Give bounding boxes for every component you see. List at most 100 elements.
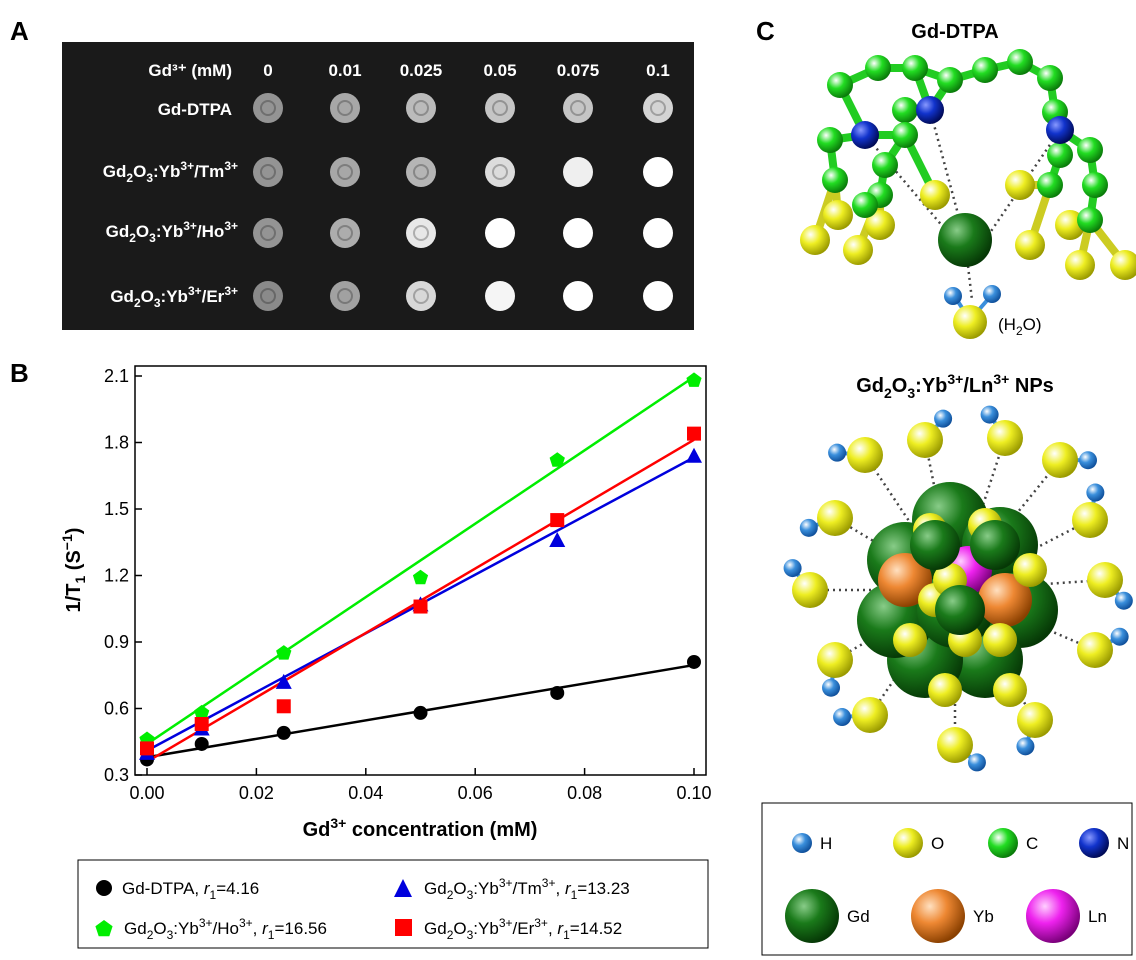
mri-spot xyxy=(643,93,673,123)
atom-o xyxy=(1017,702,1053,738)
mri-spot xyxy=(485,281,515,311)
mri-spot-inner xyxy=(492,164,508,180)
mri-spot xyxy=(485,218,515,248)
atom-o xyxy=(792,572,828,608)
panel-label-a: A xyxy=(10,16,29,46)
atom-o xyxy=(1015,230,1045,260)
mri-spot xyxy=(253,218,283,248)
mri-spot xyxy=(485,157,515,187)
data-point xyxy=(412,569,429,585)
legend-label-er: Gd2O3:Yb3+/Er3+, r1=14.52 xyxy=(424,916,622,942)
atom-o xyxy=(937,727,973,763)
mri-concentration-label: 0 xyxy=(263,61,272,80)
atom-n xyxy=(1079,828,1109,858)
mri-spot xyxy=(406,157,436,187)
legend-label-tm: Gd2O3:Yb3+/Tm3+, r1=13.23 xyxy=(424,876,630,902)
dtpa-title: Gd-DTPA xyxy=(911,21,998,43)
data-point xyxy=(276,645,292,660)
atom-h xyxy=(822,678,841,697)
atom-c xyxy=(1077,137,1103,163)
atom-c xyxy=(827,72,853,98)
mri-spot xyxy=(330,218,360,248)
legend-marker-tm xyxy=(394,879,412,897)
mri-spot-inner xyxy=(413,288,429,304)
atom-c xyxy=(852,192,878,218)
atom-o xyxy=(843,235,873,265)
mri-spot xyxy=(563,157,593,187)
mri-spot xyxy=(253,157,283,187)
element-legend-label: Yb xyxy=(973,907,994,926)
data-point xyxy=(687,654,701,669)
mri-spot xyxy=(563,281,593,311)
y-tick-label: 0.9 xyxy=(104,632,129,652)
mri-spot-inner xyxy=(337,225,353,241)
atom-c xyxy=(1077,207,1103,233)
mri-spot xyxy=(563,218,593,248)
atom-o xyxy=(847,437,883,473)
chart-legend: Gd-DTPA, r1=4.16 Gd2O3:Yb3+/Tm3+, r1=13.… xyxy=(77,859,709,949)
panel-label-b: B xyxy=(10,358,29,388)
y-tick-label: 0.3 xyxy=(104,765,129,785)
atom-c xyxy=(892,122,918,148)
np-title: Gd2O3:Yb3+/Ln3+ NPs xyxy=(856,371,1054,401)
atom-c xyxy=(1037,172,1063,198)
y-tick-label: 0.6 xyxy=(104,699,129,719)
x-tick-label: 0.04 xyxy=(348,783,383,803)
atom-c xyxy=(972,57,998,83)
data-point xyxy=(276,699,291,714)
y-tick-label: 2.1 xyxy=(104,366,129,386)
data-point xyxy=(550,685,565,700)
mri-spot xyxy=(253,281,283,311)
atom-h xyxy=(944,287,962,305)
atom-o xyxy=(800,225,830,255)
atom-gd xyxy=(785,889,839,943)
mri-row-label-tm: Gd2O3:Yb3+/Tm3+ xyxy=(103,159,238,185)
data-points xyxy=(139,372,702,767)
mri-spot-inner xyxy=(260,225,276,241)
mri-spot xyxy=(253,93,283,123)
mri-row-label-ho: Gd2O3:Yb3+/Ho3+ xyxy=(106,219,238,245)
atom-o xyxy=(928,673,962,707)
atom-h xyxy=(1078,451,1097,470)
element-legend-label: H xyxy=(820,834,832,853)
data-point xyxy=(194,717,209,732)
data-point xyxy=(550,513,565,528)
data-point xyxy=(687,426,701,441)
atom-o xyxy=(907,422,943,458)
mri-concentration-label: 0.075 xyxy=(557,61,600,80)
element-legend: H O C N Gd Yb Ln xyxy=(761,802,1133,956)
x-axis-ticks: 0.00 0.02 0.04 0.06 0.08 0.10 xyxy=(129,768,712,803)
atom-h xyxy=(934,409,953,428)
water-label: (H2O) xyxy=(998,315,1042,338)
data-point xyxy=(413,599,428,614)
y-tick-label: 1.8 xyxy=(104,433,129,453)
coordination-bond xyxy=(864,134,951,236)
mri-spot xyxy=(485,93,515,123)
mri-spot-inner xyxy=(570,100,586,116)
atom-o xyxy=(1087,562,1123,598)
mri-concentration-label: 0.05 xyxy=(483,61,516,80)
chart-legend-box xyxy=(77,859,709,949)
atom-h xyxy=(1114,591,1133,610)
legend-label-gd-dtpa: Gd-DTPA, r1=4.16 xyxy=(122,879,259,902)
mri-concentration-label: 0.025 xyxy=(400,61,443,80)
data-point xyxy=(686,372,702,387)
y-tick-label: 1.2 xyxy=(104,566,129,586)
atom-h xyxy=(792,833,812,853)
legend-marker-er xyxy=(395,919,412,936)
atom-o xyxy=(983,623,1017,657)
atom-c xyxy=(988,828,1018,858)
y-axis-ticks: 0.3 0.6 0.9 1.2 1.5 1.8 2.1 xyxy=(104,366,142,785)
x-tick-label: 0.02 xyxy=(239,783,274,803)
mri-spot xyxy=(406,218,436,248)
data-point xyxy=(549,532,566,548)
mri-spot-inner xyxy=(650,100,666,116)
element-legend-items: H O C N Gd Yb Ln xyxy=(785,828,1129,943)
atom-c xyxy=(1007,49,1033,75)
atom-h xyxy=(980,405,999,424)
atom-o xyxy=(987,420,1023,456)
atom-o xyxy=(817,500,853,536)
atom-o xyxy=(1065,250,1095,280)
atom-c xyxy=(865,55,891,81)
